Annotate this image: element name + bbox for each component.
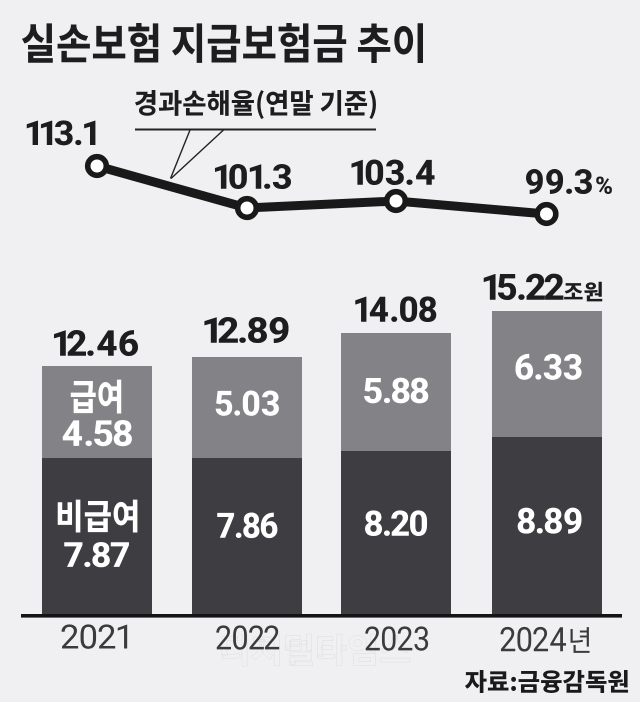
loss-ratio-value-2024 [526,169,612,195]
x-axis-label-2022 [216,625,280,650]
pay-value-2022 [215,390,279,416]
loss-ratio-point-2021 [84,153,110,179]
nonpay-value-2024 [517,507,582,534]
bar-total-2024 [483,273,603,302]
nonpay-series-name [57,499,138,533]
loss-ratio-value-2022 [214,164,292,190]
bar-2024 [491,0,602,702]
nonpay-value-2023 [365,510,428,537]
loss-ratio-value-2023 [351,159,435,186]
line-series-label [135,90,376,120]
loss-ratio-point-2024 [534,201,559,227]
bar-total-2021 [53,330,139,357]
x-axis-label-2021 [61,624,128,649]
callout-pointer-left [169,129,191,179]
page-title [21,23,423,64]
loss-ratio-point-2023 [383,188,409,214]
source-credit [464,669,629,693]
pay-value-2021 [62,419,132,447]
pay-value-2023 [364,377,429,404]
nonpay-value-2022 [217,512,278,539]
nonpay-value-2021 [64,541,129,568]
loss-ratio-line [95,161,547,219]
callout-pointer-right [170,129,224,180]
pay-series-name [70,379,122,414]
watermark-logo [221,633,411,667]
bar-total-2023 [355,296,437,323]
x-axis-line [21,614,622,618]
pay-value-2024 [515,353,582,380]
bar-total-2022 [204,317,289,344]
x-axis-label-2024 [500,626,590,653]
bar-2021 [42,0,152,702]
bar-2021-nonpay-segment [42,457,152,614]
bar-2022 [192,0,302,702]
loss-ratio-value-2021 [26,120,96,146]
loss-ratio-point-2022 [234,195,260,221]
